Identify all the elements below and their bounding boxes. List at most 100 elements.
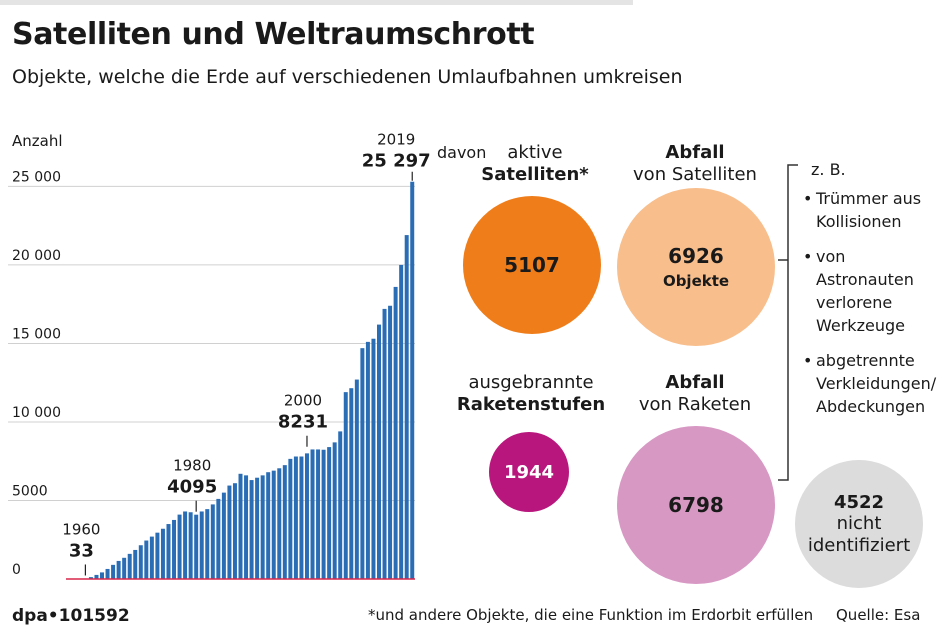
bar-1976: [172, 519, 177, 579]
top-rule: [0, 0, 633, 5]
chart-subtitle: Objekte, welche die Erde auf verschieden…: [12, 66, 683, 88]
bar-1990: [249, 480, 254, 579]
bracket-line: [778, 164, 798, 481]
y-tick-label-15000: 15 000: [12, 326, 61, 342]
bar-1979: [188, 512, 193, 579]
examples-list: Trümmer aus Kollisionen von Astronauten …: [803, 187, 948, 418]
bar-2007: [343, 392, 348, 579]
bar-1972: [149, 536, 154, 579]
bar-2014: [382, 308, 387, 579]
bar-1965: [111, 564, 116, 579]
satellite-debris-line2: von Satelliten: [633, 164, 757, 185]
unidentified-value: 4522: [833, 491, 885, 513]
unidentified-circle: 4522 nicht identifiziert: [795, 460, 923, 588]
bar-2012: [371, 338, 376, 579]
y-tick-label-5000: 5000: [12, 483, 48, 499]
chart-title: Satelliten und Weltraumschrott: [12, 17, 535, 52]
y-tick-label-10000: 10 000: [12, 405, 61, 421]
bar-2002: [316, 449, 321, 579]
bar-1983: [210, 504, 215, 579]
satellite-debris-circle: 6926 Objekte: [617, 188, 775, 346]
bar-1982: [205, 509, 210, 579]
active-satellites-circle: 5107: [463, 196, 601, 334]
bar-chart: Anzahl 0 5000 10 000 15 000 20 000 25 000 1960…: [8, 131, 431, 580]
bar-2016: [393, 286, 398, 579]
annotation-year-2000: 2000: [284, 392, 322, 410]
active-satellites-value: 5107: [504, 253, 560, 277]
bar-1980: [194, 514, 199, 579]
rocket-stages-line1: ausgebrannte: [468, 372, 594, 393]
y-tick-label-20000: 20 000: [12, 248, 61, 264]
davon-label: davon: [437, 143, 487, 162]
annotation-year-2019: 2019: [377, 131, 415, 149]
bar-1978: [183, 511, 188, 579]
rocket-stages-circle: 1944: [489, 432, 569, 512]
bar-1962: [94, 574, 99, 579]
bar-2006: [338, 431, 343, 579]
bar-1987: [232, 483, 237, 579]
footnote: *und andere Objekte, die eine Funktion i…: [368, 606, 814, 624]
bar-1977: [177, 514, 182, 579]
bar-1988: [238, 473, 243, 579]
rocket-stages-value: 1944: [503, 461, 555, 483]
annotation-value-2000: 8231: [278, 412, 328, 433]
bar-1997: [288, 458, 293, 579]
examples-box: z. B. Trümmer aus Kollisionen von Astron…: [803, 160, 948, 430]
example-covers: abgetrennte Verkleidungen/ Abdeckungen: [803, 349, 948, 418]
bar-2001: [310, 449, 315, 579]
rocket-stages-label: ausgebrannte Raketenstufen: [455, 372, 607, 416]
rocket-debris-label: Abfall von Raketen: [620, 372, 770, 416]
rocket-debris-value: 6798: [668, 493, 724, 517]
active-satellites-line1: aktive: [507, 142, 563, 163]
bar-1996: [282, 465, 287, 579]
source-label: Quelle: Esa: [836, 606, 921, 624]
bar-1964: [105, 568, 110, 579]
bar-2004: [327, 447, 332, 579]
bar-1968: [127, 553, 132, 579]
bar-1994: [271, 470, 276, 579]
bar-1981: [199, 511, 204, 579]
example-collisions: Trümmer aus Kollisionen: [803, 187, 948, 233]
bar-2010: [360, 348, 365, 579]
bar-1995: [277, 468, 282, 579]
bar-1998: [293, 456, 298, 579]
bar-1986: [227, 485, 232, 579]
rocket-debris-line2: von Raketen: [638, 394, 752, 415]
bar-2015: [388, 305, 393, 579]
bar-1991: [255, 477, 260, 579]
rocket-debris-line1: Abfall: [665, 372, 725, 393]
active-satellites-label: aktive Satelliten*: [475, 142, 595, 186]
bar-1984: [216, 498, 221, 579]
rocket-debris-circle: 6798: [617, 426, 775, 584]
annotation-value-2019: 25 297: [362, 151, 431, 172]
bar-1967: [122, 557, 127, 579]
bar-1966: [116, 560, 121, 579]
bar-1963: [100, 572, 104, 579]
unidentified-line2: identifiziert: [807, 534, 911, 556]
bar-2013: [377, 324, 381, 579]
bar-1975: [166, 524, 171, 579]
y-tick-label-25000: 25 000: [12, 169, 61, 185]
bar-1993: [266, 472, 271, 579]
examples-heading: z. B.: [811, 160, 846, 179]
active-satellites-line2: Satelliten*: [481, 164, 589, 185]
annotation-year-1980: 1980: [173, 457, 211, 475]
unidentified-line1: nicht: [836, 512, 882, 534]
satellite-debris-label: Abfall von Satelliten: [620, 142, 770, 186]
grouping-bracket: [778, 164, 798, 481]
satellite-debris-line1: Abfall: [665, 142, 725, 163]
y-axis-label: Anzahl: [12, 132, 63, 150]
annotation-year-1960: 1960: [62, 520, 100, 538]
annotation-value-1980: 4095: [167, 477, 217, 498]
source-id: dpa•101592: [12, 606, 130, 626]
y-tick-label-0: 0: [12, 562, 21, 578]
bar-2003: [321, 449, 326, 579]
bar-2000: [304, 453, 309, 579]
rocket-stages-line2: Raketenstufen: [456, 394, 606, 415]
bar-1969: [133, 549, 138, 579]
example-tools: von Astronauten verlorene Werkzeuge: [803, 245, 948, 337]
bar-1961: [88, 577, 93, 579]
bar-1973: [155, 532, 160, 579]
bar-2009: [354, 379, 359, 579]
bar-2008: [349, 388, 354, 579]
